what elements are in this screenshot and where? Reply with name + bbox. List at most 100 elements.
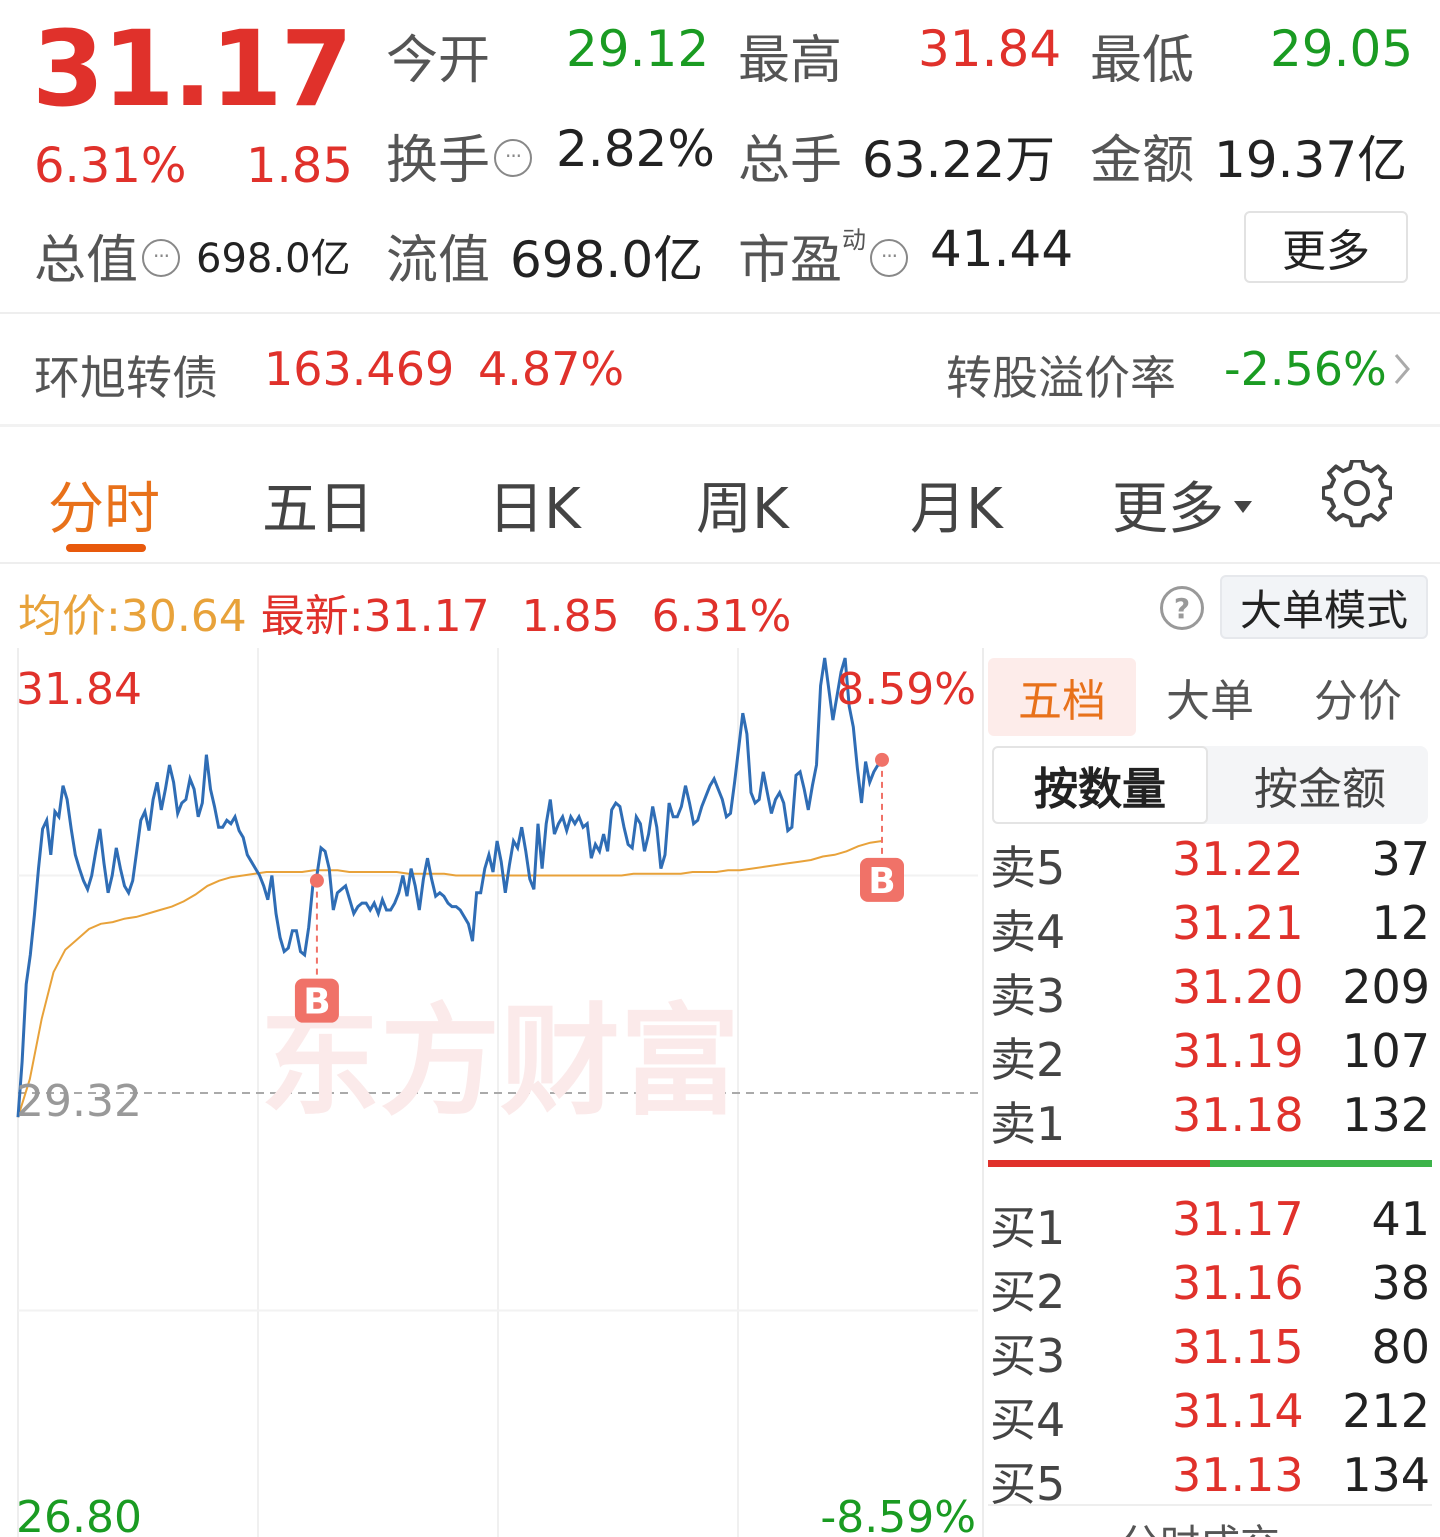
help-icon[interactable]: ?	[1160, 586, 1204, 630]
y-min-label: 26.80	[16, 1492, 142, 1537]
change-percent: 6.31%	[34, 138, 187, 194]
buy-marker-label: B	[303, 982, 330, 1023]
info-icon[interactable]	[142, 239, 181, 277]
divider	[0, 312, 1440, 314]
convertible-bond-row[interactable]: 环旭转债 163.469 4.87% 转股溢价率 -2.56%	[0, 316, 1440, 422]
buy-marker-badge[interactable]	[860, 857, 904, 902]
tick-trades-label: 分时成交	[1120, 1522, 1280, 1537]
divider	[0, 424, 1440, 427]
amount-value: 19.37亿	[1214, 131, 1408, 189]
pe-superscript: 动	[842, 226, 867, 254]
buy-row[interactable]: 买4 31.14 212	[988, 1384, 1434, 1448]
buy-price: 31.16	[1172, 1256, 1304, 1310]
sell-row[interactable]: 卖1 31.18 132	[988, 1088, 1434, 1152]
buy-row[interactable]: 买1 31.17 41	[988, 1192, 1434, 1256]
tab-big-orders[interactable]: 大单	[1166, 676, 1254, 727]
buy-row[interactable]: 买2 31.16 38	[988, 1256, 1434, 1320]
turnover-label-text: 换手	[386, 131, 491, 191]
tab-more-label: 更多	[1112, 477, 1224, 542]
sell-volume: 107	[1342, 1024, 1430, 1078]
sell-row[interactable]: 卖5 31.22 37	[988, 832, 1434, 896]
total-cap-label-text: 总值	[34, 231, 139, 291]
buy-marker-label: B	[868, 861, 895, 902]
avg-price-row: 均价:30.64 最新:31.17 1.85 6.31%	[18, 580, 791, 644]
premium-label: 转股溢价率	[946, 351, 1176, 405]
low-label: 最低	[1090, 31, 1195, 91]
by-amount-button[interactable]: 按金额	[1254, 764, 1386, 815]
sell-volume: 209	[1342, 960, 1430, 1014]
pe-label-text: 市盈	[738, 231, 843, 291]
premium-value: -2.56%	[1224, 342, 1387, 396]
sell-level-label: 卖2	[990, 1033, 1066, 1087]
unit-segment-control: 按数量 按金额	[992, 746, 1428, 824]
divider	[982, 648, 984, 1537]
more-button[interactable]: 更多	[1244, 211, 1408, 283]
buy-price: 31.13	[1172, 1448, 1304, 1502]
buy-volume: 41	[1371, 1192, 1430, 1246]
sell-row[interactable]: 卖4 31.21 12	[988, 896, 1434, 960]
tab-price-distribution[interactable]: 分价	[1314, 676, 1402, 727]
tab-five-levels[interactable]: 五档	[988, 658, 1136, 736]
low-value: 29.05	[1270, 20, 1414, 78]
total-cap-value: 698.0亿	[196, 236, 351, 282]
sell-volume: 37	[1371, 832, 1430, 886]
gear-icon[interactable]	[1322, 460, 1392, 530]
buy-row[interactable]: 买5 31.13 134	[988, 1448, 1434, 1512]
tab-more[interactable]: 更多	[1112, 464, 1252, 545]
last-price: 31.17	[32, 8, 353, 130]
high-value: 31.84	[918, 20, 1062, 78]
pe-value: 41.44	[930, 220, 1074, 278]
turnover-label[interactable]: 换手	[386, 118, 533, 193]
volume-label: 总手	[738, 131, 843, 191]
buy-level-label: 买3	[990, 1329, 1066, 1383]
dropdown-caret-icon	[1234, 500, 1252, 513]
buy-volume: 80	[1371, 1320, 1430, 1374]
bond-percent: 4.87%	[478, 342, 625, 396]
intraday-chart[interactable]: 东方财富 BB 31.84 29.32 26.80 8.59% -8.59%	[0, 648, 982, 1537]
by-quantity-button[interactable]: 按数量	[992, 746, 1208, 824]
tab-five-day[interactable]: 五日	[262, 477, 374, 542]
info-icon[interactable]	[494, 139, 533, 177]
buy-price: 31.15	[1172, 1320, 1304, 1374]
buy-level-label: 买5	[990, 1457, 1066, 1511]
buy-ratio-fill	[1210, 1160, 1432, 1167]
change-amount: 1.85	[246, 138, 353, 194]
bond-name: 环旭转债	[34, 351, 218, 405]
buy-marker-badge[interactable]	[294, 978, 339, 1023]
buy-level-label: 买1	[990, 1201, 1066, 1255]
price-line	[16, 657, 882, 1118]
sell-row[interactable]: 卖3 31.20 209	[988, 960, 1434, 1024]
sell-level-label: 卖1	[990, 1097, 1066, 1151]
volume-value: 63.22万	[862, 131, 1056, 189]
buy-volume: 212	[1342, 1384, 1430, 1438]
buy-volume: 38	[1371, 1256, 1430, 1310]
buy-sell-ratio-bar	[988, 1160, 1432, 1167]
latest-change: 1.85	[521, 591, 620, 642]
open-label: 今开	[386, 31, 491, 91]
total-cap-label[interactable]: 总值	[34, 218, 181, 293]
latest-percent: 6.31%	[651, 591, 792, 642]
buy-level-label: 买4	[990, 1393, 1066, 1447]
pe-label[interactable]: 市盈动	[738, 218, 909, 293]
divider	[988, 1504, 1432, 1506]
trade-markers: BB	[294, 752, 904, 1023]
tab-daily-k[interactable]: 日K	[488, 477, 581, 542]
info-icon[interactable]	[870, 239, 909, 277]
sell-volume: 132	[1342, 1088, 1430, 1142]
tab-weekly-k[interactable]: 周K	[696, 477, 789, 542]
tab-intraday[interactable]: 分时	[48, 477, 160, 542]
sell-row[interactable]: 卖2 31.19 107	[988, 1024, 1434, 1088]
big-order-mode-button[interactable]: 大单模式	[1220, 575, 1428, 639]
buy-volume: 134	[1342, 1448, 1430, 1502]
tab-monthly-k[interactable]: 月K	[910, 477, 1003, 542]
buy-row[interactable]: 买3 31.15 80	[988, 1320, 1434, 1384]
y-mid-label: 29.32	[16, 1076, 142, 1127]
sell-volume: 12	[1371, 896, 1430, 950]
float-cap-label: 流值	[386, 231, 491, 291]
tab-active-indicator	[66, 544, 146, 552]
watermark-text: 东方财富	[260, 993, 740, 1132]
divider	[0, 562, 1440, 564]
sell-price: 31.20	[1172, 960, 1304, 1014]
tick-trades-link[interactable]: 分时成交	[1120, 1512, 1325, 1537]
sell-level-label: 卖4	[990, 905, 1066, 959]
